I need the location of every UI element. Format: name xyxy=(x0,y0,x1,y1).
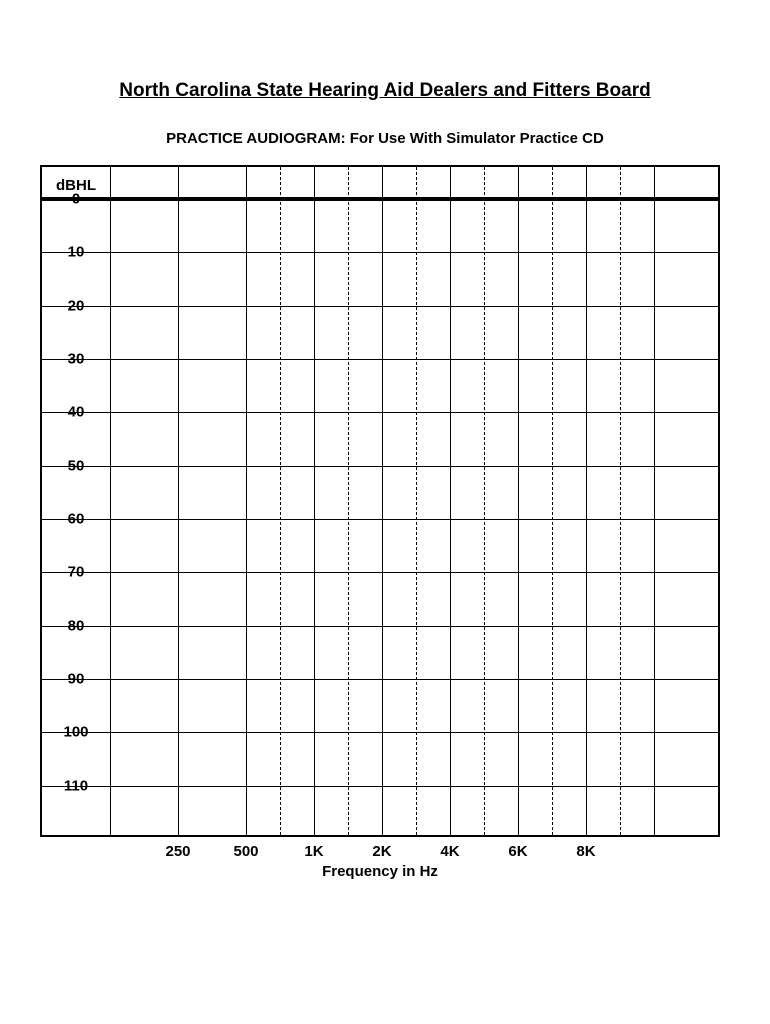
grid-dashed-line xyxy=(484,167,485,835)
audiogram-chart: dBHL Frequency in Hz 0102030405060708090… xyxy=(40,165,730,837)
grid-col-line xyxy=(110,167,111,835)
y-axis-label: 50 xyxy=(42,457,110,474)
y-axis-label: 40 xyxy=(42,404,110,421)
x-axis-label: 1K xyxy=(304,843,323,860)
x-axis-label: 250 xyxy=(165,843,190,860)
x-axis-label: 2K xyxy=(372,843,391,860)
y-axis-label: 90 xyxy=(42,670,110,687)
grid-col-line xyxy=(586,167,587,835)
grid-col-line xyxy=(314,167,315,835)
chart-grid: dBHL Frequency in Hz 0102030405060708090… xyxy=(40,165,720,837)
grid-row-line xyxy=(42,679,718,680)
page-subtitle: PRACTICE AUDIOGRAM: For Use With Simulat… xyxy=(40,130,730,147)
y-axis-label: 110 xyxy=(42,777,110,794)
grid-col-line xyxy=(518,167,519,835)
grid-col-line xyxy=(382,167,383,835)
x-axis-label: 4K xyxy=(440,843,459,860)
grid-row-line xyxy=(42,306,718,307)
grid-row-line xyxy=(42,572,718,573)
grid-row-line xyxy=(42,732,718,733)
grid-col-line xyxy=(246,167,247,835)
x-axis-label: 6K xyxy=(508,843,527,860)
grid-dashed-line xyxy=(552,167,553,835)
y-axis-label: 70 xyxy=(42,564,110,581)
grid-row-line xyxy=(42,626,718,627)
x-axis-label: 8K xyxy=(576,843,595,860)
grid-row-line xyxy=(42,786,718,787)
grid-dashed-line xyxy=(348,167,349,835)
grid-dashed-line xyxy=(620,167,621,835)
grid-row-line xyxy=(42,412,718,413)
grid-col-line xyxy=(654,167,655,835)
grid-row-line xyxy=(42,466,718,467)
y-axis-label: 20 xyxy=(42,297,110,314)
page-title: North Carolina State Hearing Aid Dealers… xyxy=(40,80,730,102)
y-axis-label: 10 xyxy=(42,244,110,261)
y-axis-label: 100 xyxy=(42,724,110,741)
grid-row-line xyxy=(42,252,718,253)
x-axis-title: Frequency in Hz xyxy=(42,863,718,880)
grid-col-line xyxy=(450,167,451,835)
grid-dashed-line xyxy=(280,167,281,835)
y-axis-label: 80 xyxy=(42,617,110,634)
grid-row-line xyxy=(42,359,718,360)
y-axis-label: 30 xyxy=(42,350,110,367)
zero-db-line xyxy=(42,197,718,201)
grid-row-line xyxy=(42,519,718,520)
y-axis-label: 60 xyxy=(42,510,110,527)
grid-dashed-line xyxy=(416,167,417,835)
grid-col-line xyxy=(178,167,179,835)
x-axis-label: 500 xyxy=(233,843,258,860)
y-axis-label: 0 xyxy=(42,191,110,208)
